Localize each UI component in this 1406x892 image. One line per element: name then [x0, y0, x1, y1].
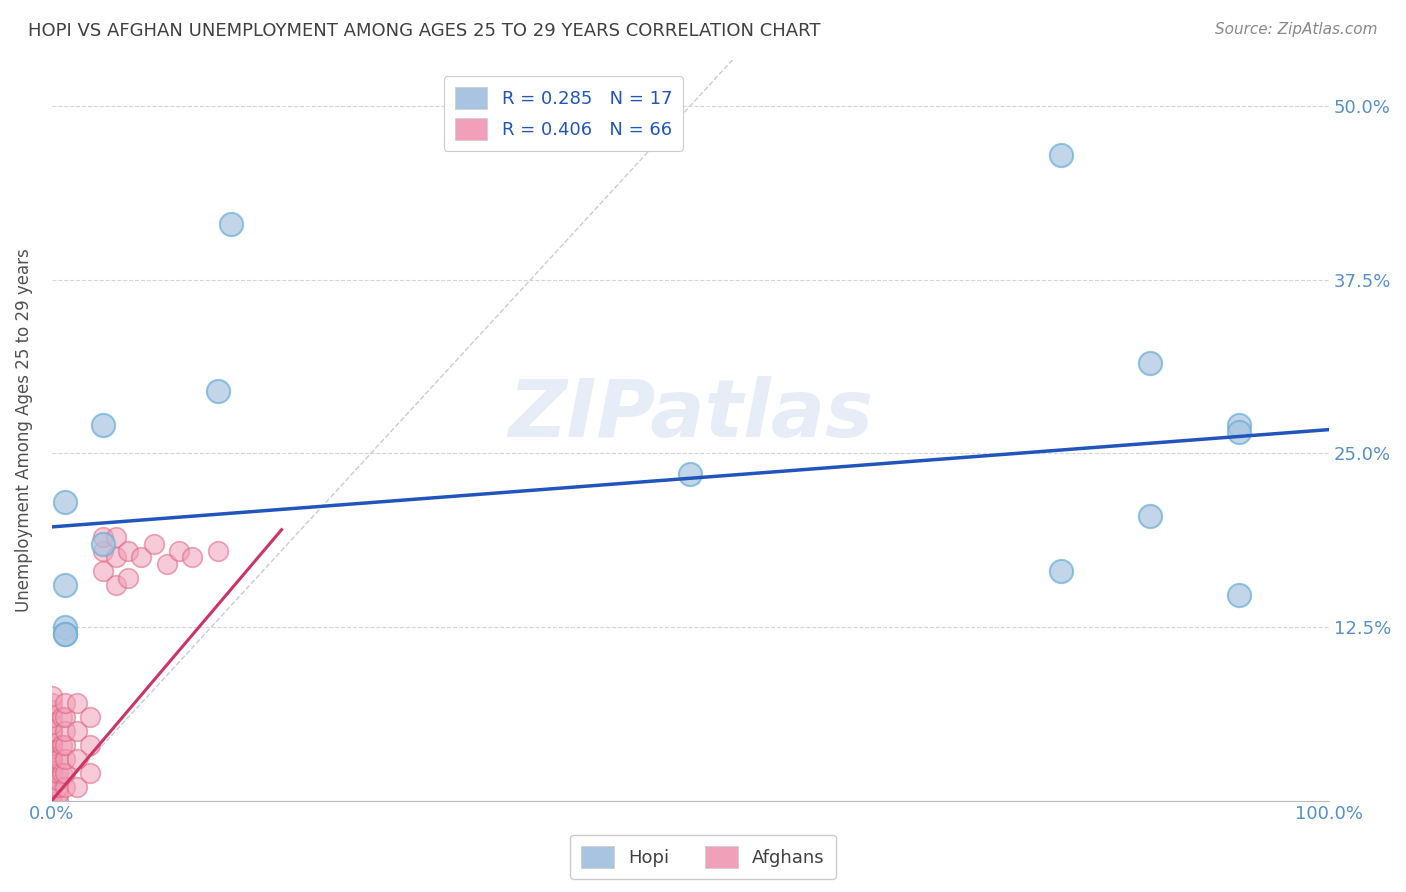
- Point: [41, 794, 63, 808]
- Point: [117, 571, 139, 585]
- Point: [1049, 565, 1071, 579]
- Point: [1139, 356, 1161, 370]
- Text: Source: ZipAtlas.com: Source: ZipAtlas.com: [1215, 22, 1378, 37]
- Point: [41, 759, 63, 773]
- Point: [41, 747, 63, 762]
- Point: [41, 780, 63, 794]
- Point: [142, 536, 165, 550]
- Point: [53, 627, 76, 641]
- Point: [53, 765, 76, 780]
- Point: [41, 717, 63, 731]
- Point: [41, 731, 63, 745]
- Point: [46, 772, 69, 787]
- Point: [41, 724, 63, 739]
- Text: ZIPatlas: ZIPatlas: [508, 376, 873, 454]
- Point: [51, 738, 73, 752]
- Point: [41, 772, 63, 787]
- Point: [51, 765, 73, 780]
- Point: [41, 769, 63, 783]
- Point: [41, 759, 63, 773]
- Text: HOPI VS AFGHAN UNEMPLOYMENT AMONG AGES 25 TO 29 YEARS CORRELATION CHART: HOPI VS AFGHAN UNEMPLOYMENT AMONG AGES 2…: [28, 22, 821, 40]
- Point: [53, 495, 76, 509]
- Point: [53, 738, 76, 752]
- Point: [46, 787, 69, 801]
- Point: [104, 550, 127, 565]
- Point: [79, 710, 101, 724]
- Legend: R = 0.285   N = 17, R = 0.406   N = 66: R = 0.285 N = 17, R = 0.406 N = 66: [444, 76, 683, 151]
- Point: [41, 782, 63, 797]
- Point: [219, 217, 242, 231]
- Point: [41, 738, 63, 752]
- Point: [91, 530, 114, 544]
- Point: [41, 740, 63, 755]
- Point: [46, 765, 69, 780]
- Point: [1139, 508, 1161, 523]
- Point: [53, 724, 76, 739]
- Point: [207, 384, 229, 398]
- Point: [46, 752, 69, 766]
- Point: [79, 765, 101, 780]
- Point: [1227, 588, 1250, 602]
- Point: [117, 543, 139, 558]
- Point: [679, 467, 702, 481]
- Point: [41, 690, 63, 704]
- Point: [41, 738, 63, 752]
- Point: [41, 752, 63, 766]
- Point: [51, 710, 73, 724]
- Point: [53, 578, 76, 592]
- Point: [41, 745, 63, 759]
- Point: [91, 565, 114, 579]
- Point: [53, 710, 76, 724]
- Point: [41, 752, 63, 766]
- Point: [129, 550, 152, 565]
- Y-axis label: Unemployment Among Ages 25 to 29 years: Unemployment Among Ages 25 to 29 years: [15, 248, 32, 612]
- Point: [104, 530, 127, 544]
- Point: [41, 697, 63, 711]
- Point: [53, 627, 76, 641]
- Point: [53, 697, 76, 711]
- Point: [104, 578, 127, 592]
- Point: [53, 620, 76, 634]
- Point: [53, 780, 76, 794]
- Point: [41, 763, 63, 777]
- Point: [41, 755, 63, 769]
- Point: [169, 543, 191, 558]
- Point: [41, 765, 63, 780]
- Legend: Hopi, Afghans: Hopi, Afghans: [571, 835, 835, 879]
- Point: [66, 724, 89, 739]
- Point: [91, 536, 114, 550]
- Point: [181, 550, 204, 565]
- Point: [1227, 418, 1250, 433]
- Point: [41, 710, 63, 724]
- Point: [41, 735, 63, 749]
- Point: [41, 724, 63, 739]
- Point: [41, 765, 63, 780]
- Point: [1049, 147, 1071, 161]
- Point: [1227, 425, 1250, 440]
- Point: [46, 794, 69, 808]
- Point: [156, 558, 179, 572]
- Point: [41, 780, 63, 794]
- Point: [207, 543, 229, 558]
- Point: [46, 780, 69, 794]
- Point: [66, 752, 89, 766]
- Point: [79, 738, 101, 752]
- Point: [91, 418, 114, 433]
- Point: [41, 787, 63, 801]
- Point: [91, 543, 114, 558]
- Point: [66, 780, 89, 794]
- Point: [53, 752, 76, 766]
- Point: [41, 703, 63, 717]
- Point: [66, 697, 89, 711]
